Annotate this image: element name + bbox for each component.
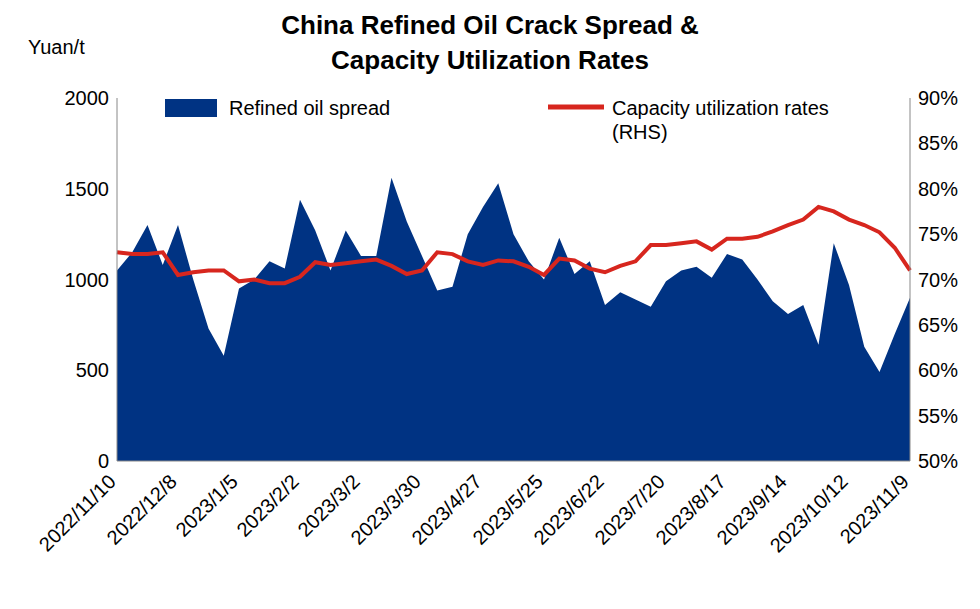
svg-text:70%: 70% xyxy=(918,269,958,291)
svg-text:1500: 1500 xyxy=(65,178,110,200)
svg-text:75%: 75% xyxy=(918,223,958,245)
svg-text:50%: 50% xyxy=(918,450,958,472)
svg-text:2022/12/8: 2022/12/8 xyxy=(102,470,180,548)
svg-text:2022/11/10: 2022/11/10 xyxy=(35,470,120,555)
svg-text:2023/6/22: 2023/6/22 xyxy=(529,470,608,549)
html-text:Yuan/t: Yuan/t xyxy=(28,36,85,58)
svg-text:60%: 60% xyxy=(918,359,958,381)
svg-text:85%: 85% xyxy=(918,132,958,154)
svg-text:500: 500 xyxy=(76,359,109,381)
svg-text:2023/9/14: 2023/9/14 xyxy=(712,470,791,549)
svg-text:2023/1/5: 2023/1/5 xyxy=(171,470,242,541)
svg-text:0: 0 xyxy=(98,450,109,472)
html-text:Refined oil spread: Refined oil spread xyxy=(229,97,391,119)
svg-text:2023/2/2: 2023/2/2 xyxy=(232,470,303,541)
svg-text:1000: 1000 xyxy=(65,269,110,291)
svg-text:2023/7/20: 2023/7/20 xyxy=(590,470,669,549)
svg-text:2023/3/2: 2023/3/2 xyxy=(293,470,364,541)
svg-text:2023/8/17: 2023/8/17 xyxy=(651,470,730,549)
html-text:Capacity utilization rates (RH: Capacity utilization rates (RHS) xyxy=(612,97,829,143)
svg-text:65%: 65% xyxy=(918,314,958,336)
svg-text:55%: 55% xyxy=(918,405,958,427)
svg-text:2023/3/30: 2023/3/30 xyxy=(346,470,425,549)
svg-text:2000: 2000 xyxy=(65,87,110,109)
svg-text:2023/10/12: 2023/10/12 xyxy=(765,470,851,556)
svg-text:90%: 90% xyxy=(918,87,958,109)
svg-text:80%: 80% xyxy=(918,178,958,200)
html-text:China Refined Oil Crack Spread: China Refined Oil Crack Spread & Capacit… xyxy=(281,10,699,75)
svg-text:2023/11/9: 2023/11/9 xyxy=(835,470,912,547)
svg-text:2023/5/25: 2023/5/25 xyxy=(468,470,547,549)
svg-text:2023/4/27: 2023/4/27 xyxy=(407,470,486,549)
